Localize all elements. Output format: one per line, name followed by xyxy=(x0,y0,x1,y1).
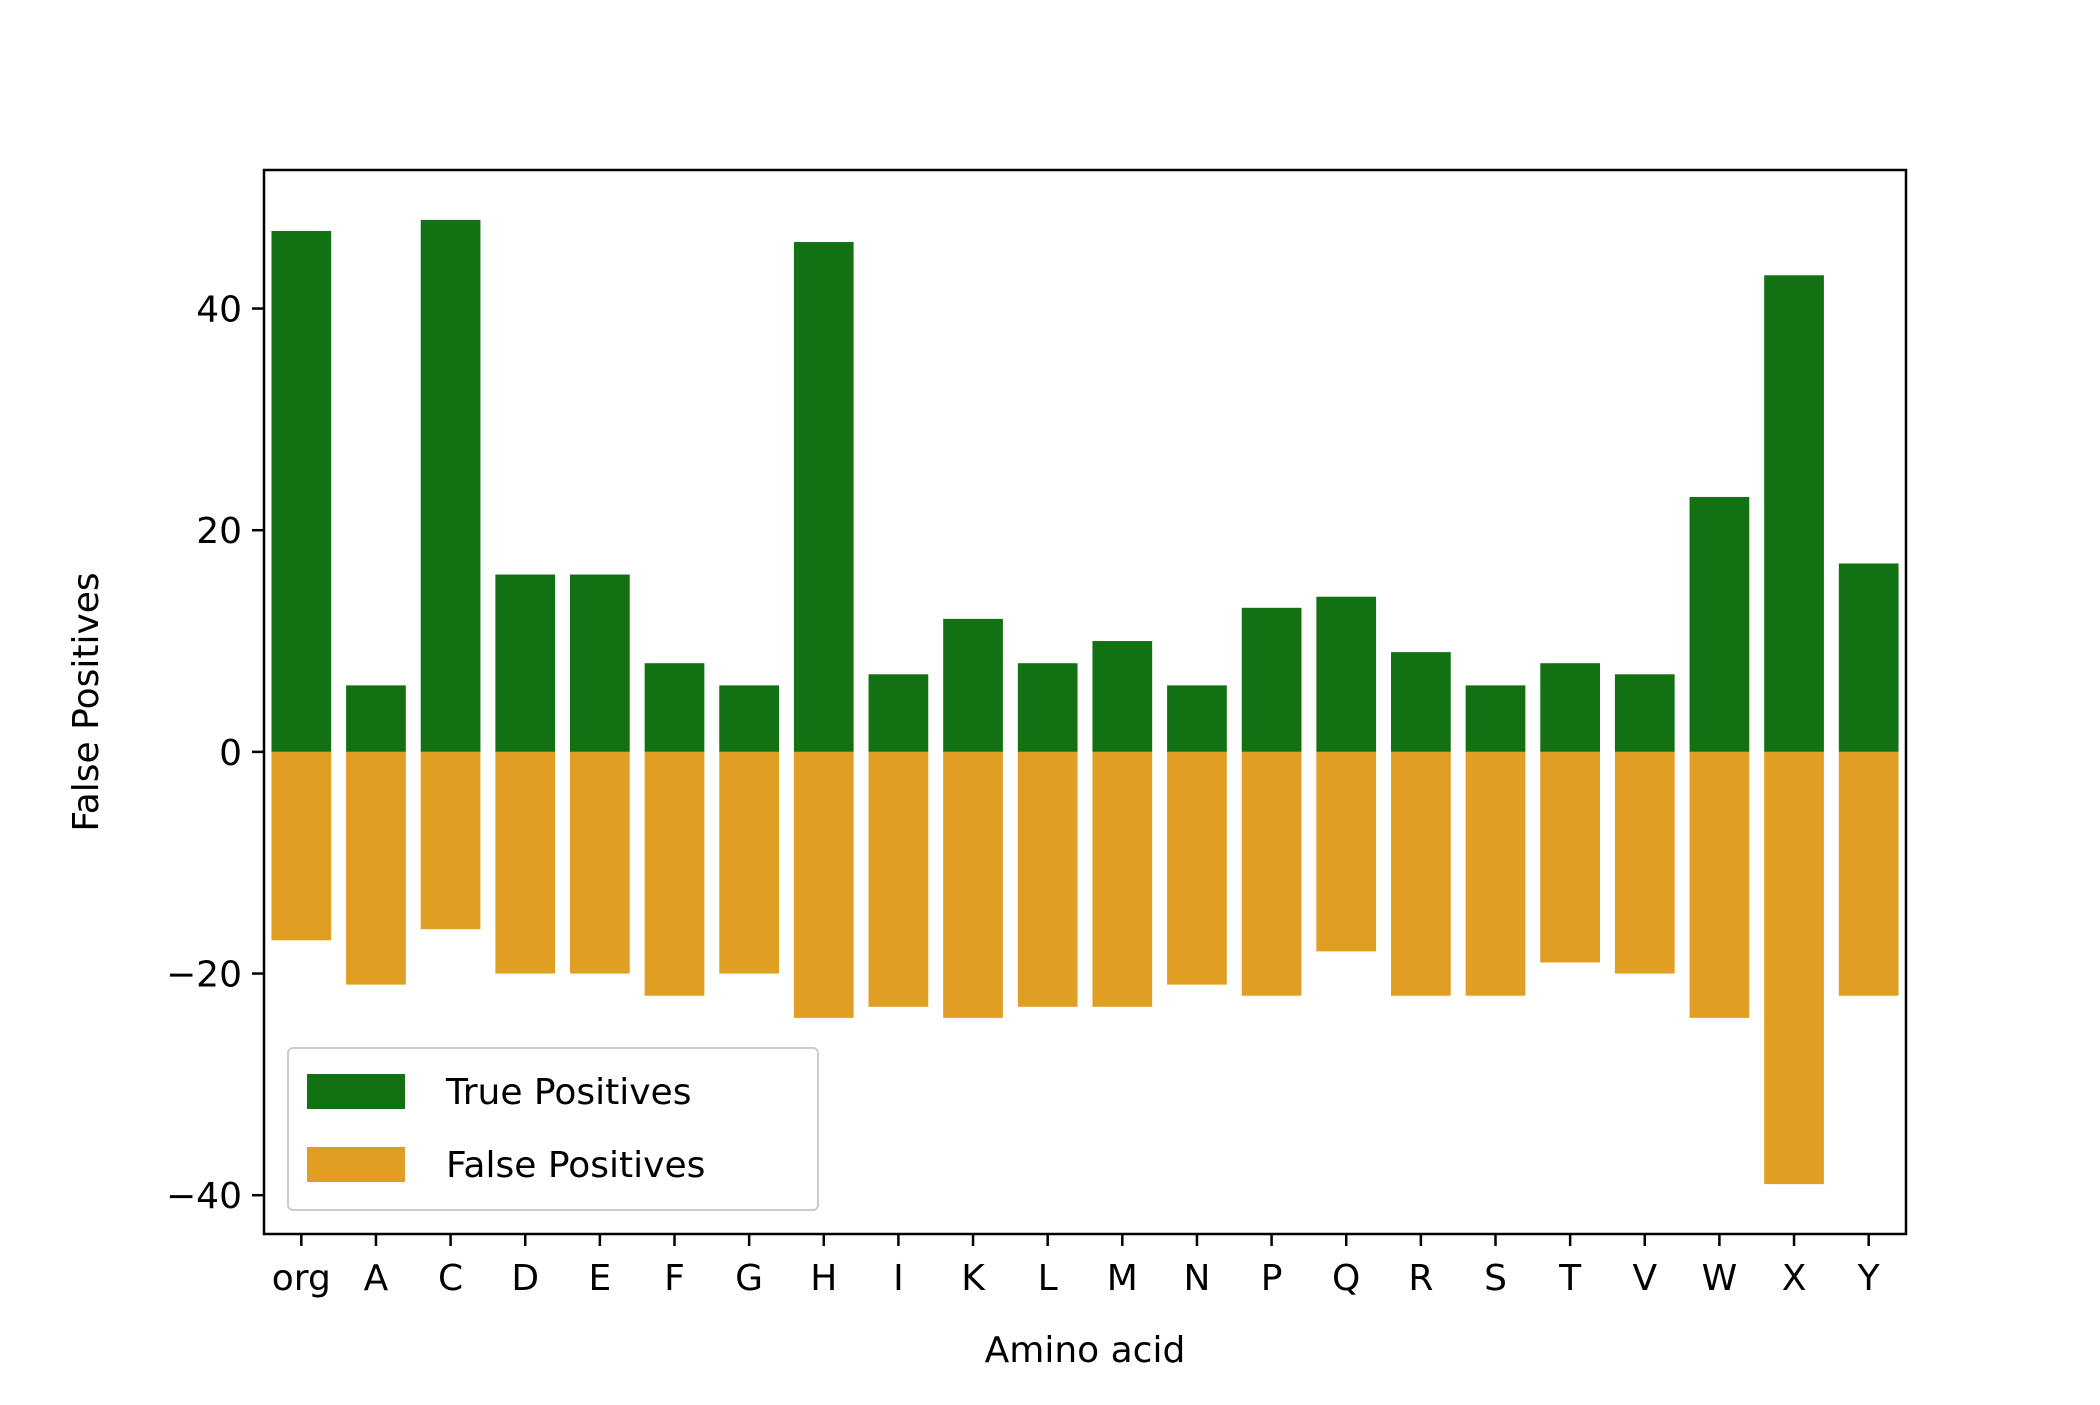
legend-label-true-positives: True Positives xyxy=(445,1072,691,1113)
bar-false-positives-n xyxy=(1167,751,1227,985)
bar-true-positives-i xyxy=(868,674,929,752)
bar-false-positives-d xyxy=(495,751,556,974)
bar-false-positives-a xyxy=(346,751,406,985)
bar-false-positives-r xyxy=(1391,751,1451,996)
legend-box xyxy=(287,1047,819,1211)
x-tick-label: X xyxy=(1782,1258,1807,1299)
bar-false-positives-s xyxy=(1465,751,1526,996)
ticks-layer: org A C D E F G H I K L M N P Q R S T V W X Y −40 −20 0 20 40 xyxy=(166,290,1881,1299)
x-tick-label: K xyxy=(961,1258,986,1299)
x-tick-label: V xyxy=(1632,1258,1657,1299)
x-tick-label: I xyxy=(893,1258,904,1299)
x-tick-label: E xyxy=(588,1258,611,1299)
bar-true-positives-q xyxy=(1316,596,1377,752)
bar-false-positives-m xyxy=(1092,751,1153,1007)
bar-false-positives-c xyxy=(420,751,481,930)
bar-false-positives-p xyxy=(1241,751,1302,996)
bar-true-positives-e xyxy=(570,574,630,752)
x-tick-label: L xyxy=(1038,1258,1058,1299)
bar-false-positives-w xyxy=(1689,751,1750,1018)
bar-false-positives-i xyxy=(868,751,929,1007)
bar-true-positives-w xyxy=(1689,496,1750,752)
x-tick-label: F xyxy=(664,1258,685,1299)
bar-false-positives-q xyxy=(1316,751,1377,952)
bar-false-positives-x xyxy=(1764,751,1824,1185)
bar-false-positives-org xyxy=(271,751,332,941)
plot-frame xyxy=(262,168,1908,1236)
x-tick-label: G xyxy=(735,1258,763,1299)
x-tick-label: R xyxy=(1408,1258,1433,1299)
x-tick-label: org xyxy=(272,1258,331,1299)
x-tick-label: N xyxy=(1183,1258,1210,1299)
y-tick-label: 40 xyxy=(196,290,242,331)
legend-swatch-false-positives xyxy=(307,1147,405,1182)
x-tick-label: T xyxy=(1558,1258,1582,1299)
bars-layer xyxy=(271,219,1899,1185)
y-tick-label: 20 xyxy=(196,511,242,552)
bar-true-positives-f xyxy=(644,663,705,752)
x-axis-label: Amino acid xyxy=(985,1330,1186,1371)
bar-false-positives-v xyxy=(1614,751,1675,974)
bar-true-positives-k xyxy=(943,618,1003,752)
x-tick-label: P xyxy=(1261,1258,1283,1299)
bar-false-positives-y xyxy=(1838,751,1899,996)
bar-false-positives-l xyxy=(1017,751,1078,1007)
bar-true-positives-a xyxy=(346,685,406,752)
bar-false-positives-e xyxy=(570,751,630,974)
x-tick-label: D xyxy=(511,1258,539,1299)
bar-false-positives-t xyxy=(1540,751,1600,963)
y-tick-label: −40 xyxy=(166,1176,242,1217)
bar-true-positives-l xyxy=(1017,663,1078,752)
legend-swatch-true-positives xyxy=(307,1074,405,1109)
bar-false-positives-f xyxy=(644,751,705,996)
bar-true-positives-p xyxy=(1241,607,1302,752)
y-tick-label: 0 xyxy=(219,733,242,774)
x-tick-label: Y xyxy=(1857,1258,1881,1299)
x-tick-label: M xyxy=(1107,1258,1138,1299)
bar-true-positives-v xyxy=(1614,674,1675,752)
bar-true-positives-x xyxy=(1764,275,1824,752)
bar-true-positives-m xyxy=(1092,641,1153,752)
bar-false-positives-h xyxy=(793,751,854,1018)
x-tick-label: W xyxy=(1702,1258,1738,1299)
bar-true-positives-r xyxy=(1391,652,1451,752)
y-axis-label: False Positives xyxy=(66,572,107,831)
x-tick-label: A xyxy=(364,1258,389,1299)
bar-true-positives-h xyxy=(793,242,854,752)
bar-true-positives-c xyxy=(420,219,481,752)
y-tick-label: −20 xyxy=(166,955,242,996)
bar-true-positives-t xyxy=(1540,663,1600,752)
bar-false-positives-g xyxy=(719,751,779,974)
bar-true-positives-g xyxy=(719,685,779,752)
legend: True Positives False Positives xyxy=(287,1047,819,1211)
bar-true-positives-d xyxy=(495,574,556,752)
bar-false-positives-k xyxy=(943,751,1003,1018)
x-tick-label: S xyxy=(1484,1258,1507,1299)
bar-true-positives-y xyxy=(1838,563,1899,752)
x-tick-label: C xyxy=(438,1258,463,1299)
x-tick-label: H xyxy=(810,1258,837,1299)
bar-true-positives-org xyxy=(271,230,332,752)
bar-true-positives-s xyxy=(1465,685,1526,752)
bar-true-positives-n xyxy=(1167,685,1227,752)
legend-label-false-positives: False Positives xyxy=(446,1145,705,1186)
x-tick-label: Q xyxy=(1332,1258,1360,1299)
